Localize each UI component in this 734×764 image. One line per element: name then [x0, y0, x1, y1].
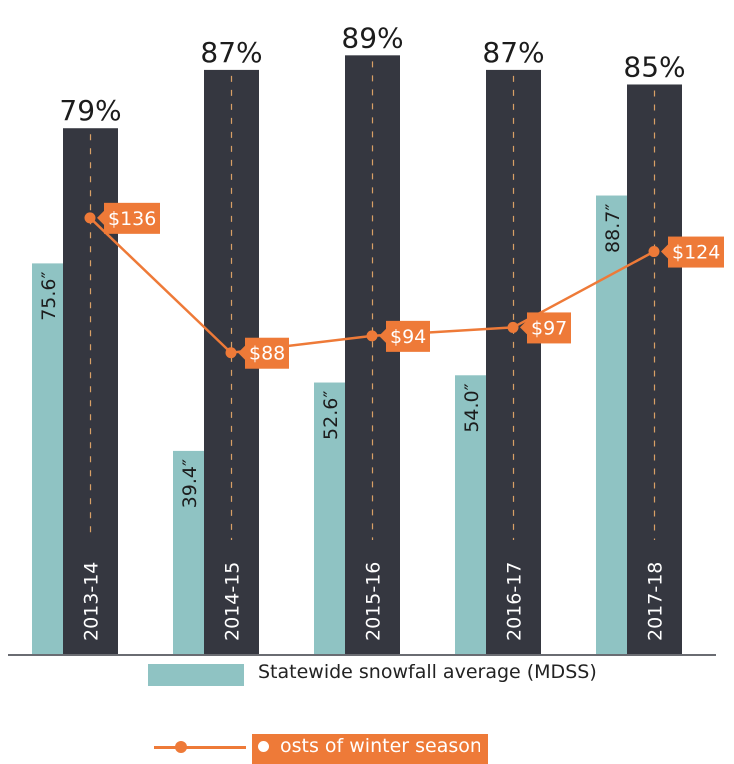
category-label: 2013-14	[81, 562, 103, 641]
snowfall-label: 88.7″	[602, 204, 624, 253]
category-label: 2016-17	[504, 562, 526, 641]
category-label: 2015-16	[363, 562, 385, 641]
cost-point	[85, 212, 96, 223]
snowfall-label: 54.0″	[461, 383, 483, 432]
legend-cost-dot-inner	[258, 741, 269, 752]
percent-label: 87%	[200, 36, 262, 69]
cost-point	[367, 330, 378, 341]
snowfall-bar	[596, 196, 627, 655]
percent-label: 79%	[59, 94, 121, 127]
legend-cost-dot	[175, 741, 187, 753]
cost-label: $88	[249, 343, 285, 365]
cost-label: $136	[108, 208, 156, 230]
cost-point	[508, 322, 519, 333]
snowfall-label: 39.4″	[179, 459, 201, 508]
snowfall-bar	[32, 263, 63, 655]
legend-snowfall-swatch	[148, 664, 244, 686]
cost-point	[649, 246, 660, 257]
legend-cost-line-swatch	[154, 746, 246, 749]
cost-label: $124	[672, 242, 720, 264]
percent-label: 89%	[341, 21, 403, 54]
category-label: 2017-18	[645, 562, 667, 641]
cost-point	[226, 347, 237, 358]
snowfall-label: 52.6″	[320, 391, 342, 440]
legend-cost-label: osts of winter season	[280, 735, 480, 757]
category-label: 2014-15	[222, 562, 244, 641]
snowfall-label: 75.6″	[38, 271, 60, 320]
percent-label: 87%	[482, 36, 544, 69]
legend-snowfall-label: Statewide snowfall average (MDSS)	[258, 661, 597, 683]
cost-label: $94	[390, 326, 426, 348]
cost-label: $97	[531, 317, 567, 339]
percent-label: 85%	[623, 50, 685, 83]
